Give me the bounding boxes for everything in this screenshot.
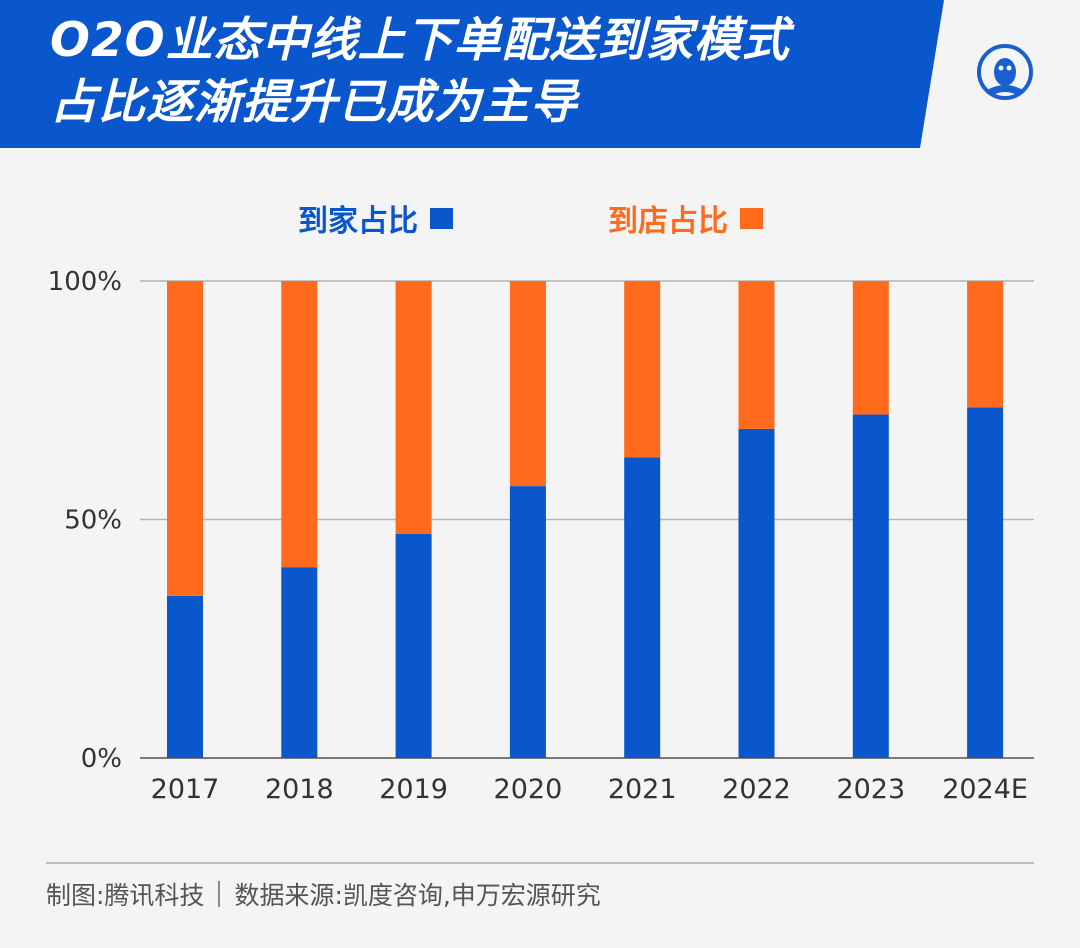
legend-label-home: 到家占比 (298, 204, 418, 239)
bar-segment-store (395, 281, 432, 534)
bar-segment-home (281, 567, 318, 758)
bar-segment-home (967, 407, 1004, 758)
footer-separator (218, 881, 221, 907)
legend-item-home: 到家占比 (298, 196, 453, 240)
bar-segment-home (509, 486, 546, 758)
footer: 制图:腾讯科技 数据来源:凯度咨询,申万宏源研究 (46, 874, 601, 914)
bar-segment-store (967, 281, 1004, 408)
title-line-2: 占比逐渐提升已成为主导 (50, 75, 578, 130)
bar-segment-home (852, 414, 889, 758)
legend-item-store: 到店占比 (608, 196, 763, 240)
bar-segment-home (738, 428, 775, 758)
x-tick-label: 2017 (151, 774, 220, 805)
x-tick-label: 2021 (608, 774, 677, 805)
footer-source: 数据来源:凯度咨询,申万宏源研究 (234, 881, 601, 910)
tencent-news-penguin-icon (977, 44, 1033, 100)
y-tick-label: 0% (81, 744, 122, 774)
x-tick-label: 2024E (942, 774, 1028, 805)
bar-segment-store (738, 281, 775, 429)
title-line-1: O2O业态中线上下单配送到家模式 (50, 13, 790, 68)
header-band (0, 0, 944, 148)
bar-segment-home (624, 457, 661, 758)
x-tick-label: 2022 (722, 774, 791, 805)
bar-segment-store (852, 281, 889, 415)
legend-swatch-store (740, 207, 763, 229)
footer-divider (46, 862, 1034, 864)
bar-segment-store (624, 281, 661, 458)
x-tick-label: 2023 (836, 774, 905, 805)
legend-swatch-home (430, 207, 453, 229)
bar-segment-store (509, 281, 546, 487)
x-tick-label: 2018 (265, 774, 334, 805)
bar-segment-home (167, 595, 203, 758)
header: O2O业态中线上下单配送到家模式 占比逐渐提升已成为主导 (0, 0, 1080, 148)
bar-segment-store (281, 281, 318, 568)
bar-segment-store (167, 281, 203, 596)
footer-maker: 制图:腾讯科技 (46, 881, 205, 910)
x-tick-label: 2019 (379, 774, 448, 805)
legend-label-store: 到店占比 (608, 204, 728, 239)
y-tick-label: 50% (64, 506, 122, 536)
y-tick-label: 100% (48, 267, 122, 297)
bar-segment-home (395, 533, 432, 758)
page-title: O2O业态中线上下单配送到家模式 占比逐渐提升已成为主导 (50, 10, 910, 134)
x-tick-label: 2020 (494, 774, 563, 805)
